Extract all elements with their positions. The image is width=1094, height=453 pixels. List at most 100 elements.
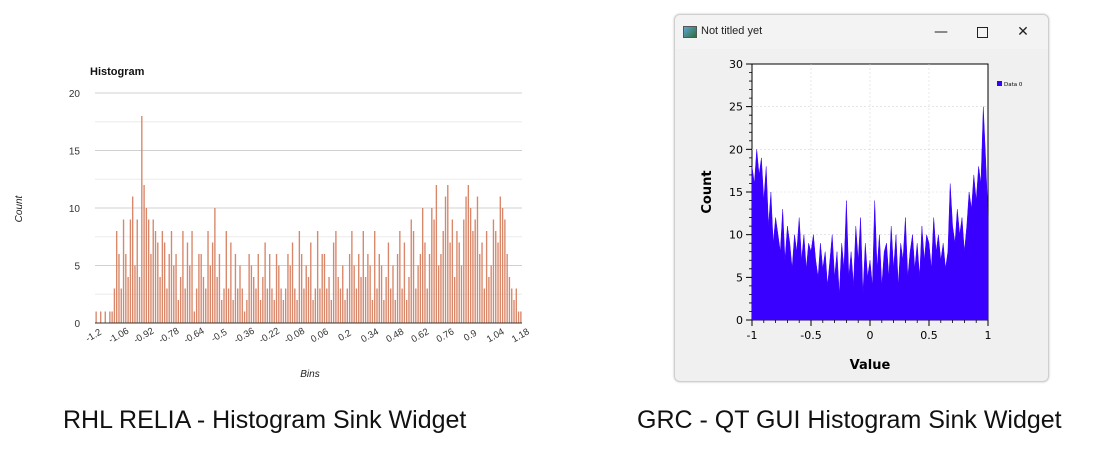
histogram-bar (129, 219, 132, 323)
histogram-bar (314, 288, 317, 323)
histogram-bar (390, 288, 392, 323)
y-tick-label: 0 (736, 314, 743, 327)
histogram-bar (319, 288, 321, 323)
histogram-bar (154, 231, 157, 323)
legend-label: Data 0 (1004, 82, 1023, 88)
x-tick-label: -0.78 (157, 326, 181, 346)
histogram-bar (296, 300, 298, 323)
histogram-bar (161, 231, 164, 323)
histogram-bar (193, 311, 196, 323)
histogram-bar (268, 254, 271, 323)
x-tick-label: -0.92 (132, 326, 156, 346)
histogram-bar (159, 277, 161, 323)
x-tick-label: 0 (867, 329, 874, 342)
histogram-bar (362, 231, 364, 323)
histogram-bar (380, 265, 383, 323)
histogram-bar (428, 254, 431, 323)
x-tick-label: -1.06 (107, 326, 131, 346)
series-area-data-0 (751, 106, 989, 321)
histogram-bar (234, 254, 237, 323)
histogram-bar (447, 185, 449, 323)
histogram-bar (118, 254, 120, 323)
histogram-bar (321, 254, 323, 323)
histogram-bar (433, 219, 435, 323)
histogram-bar (232, 300, 234, 323)
histogram-bar (442, 231, 444, 323)
histogram-bar (237, 288, 239, 323)
histogram-bar (474, 219, 476, 323)
histogram-bar (273, 300, 275, 323)
histogram-bar (501, 208, 504, 323)
histogram-bar (483, 288, 486, 323)
histogram-bar (515, 288, 517, 323)
histogram-bar (166, 288, 168, 323)
histogram-bar (444, 196, 447, 323)
histogram-bar (305, 265, 307, 323)
x-tick-label: -0.08 (283, 326, 307, 346)
histogram-bar (360, 277, 362, 323)
histogram-bar (339, 288, 342, 323)
histogram-bar (424, 242, 426, 323)
histogram-bar (138, 277, 141, 323)
histogram-bar (376, 288, 378, 323)
histogram-bar (116, 231, 118, 323)
close-button[interactable]: ✕ (1003, 20, 1043, 44)
x-tick-label: -0.5 (209, 327, 229, 345)
y-tick-label: 5 (736, 271, 743, 284)
y-tick-label: 5 (74, 262, 80, 273)
legend-swatch (997, 81, 1002, 86)
histogram-bar (415, 288, 417, 323)
histogram-bar (216, 277, 218, 323)
histogram-bar (280, 288, 282, 323)
histogram-bar (177, 300, 180, 323)
histogram-bar (440, 254, 442, 323)
y-tick-label: 25 (729, 101, 743, 114)
y-axis-label: Count (700, 170, 715, 213)
window-titlebar[interactable]: Not titled yet — ✕ (675, 15, 1048, 49)
histogram-bar (326, 288, 328, 323)
histogram-bar (385, 277, 387, 323)
histogram-bar (520, 311, 522, 323)
histogram-bar (460, 265, 463, 323)
histogram-bar (364, 277, 367, 323)
histogram-bar (291, 242, 294, 323)
y-tick-label: 15 (729, 186, 743, 199)
histogram-bar (481, 242, 483, 323)
histogram-bar (168, 254, 170, 323)
histogram-bar (479, 254, 481, 323)
histogram-bar (211, 242, 214, 323)
histogram-bar (513, 300, 515, 323)
y-tick-label: 10 (69, 204, 81, 215)
maximize-button[interactable] (962, 20, 1002, 44)
histogram-bar (182, 231, 184, 323)
histogram-bar (367, 254, 369, 323)
histogram-bar (348, 254, 351, 323)
histogram-bar (239, 265, 241, 323)
histogram-bar (355, 288, 358, 323)
y-tick-label: 15 (69, 147, 81, 158)
minimize-button[interactable]: — (921, 20, 961, 44)
x-tick-label: -0.22 (257, 326, 281, 346)
histogram-bar (227, 288, 230, 323)
histogram-bar (284, 288, 287, 323)
histogram-bar (307, 277, 310, 323)
histogram-bar (200, 254, 202, 323)
histogram-bar (95, 311, 97, 323)
histogram-bar (266, 288, 269, 323)
histogram-bar (179, 277, 182, 323)
histogram-bar (145, 208, 148, 323)
histogram-bar (504, 219, 506, 323)
histogram-bar (369, 265, 371, 323)
histogram-bar (476, 196, 479, 323)
histogram-bar (300, 254, 303, 323)
histogram-bar (394, 300, 396, 323)
minimize-icon: — (934, 24, 948, 40)
histogram-bar (250, 265, 253, 323)
histogram-bar (458, 242, 460, 323)
histogram-bar (131, 196, 134, 323)
histogram-bar (248, 254, 250, 323)
histogram-bar (419, 254, 422, 323)
histogram-bar (264, 242, 266, 323)
histogram-bar (392, 265, 394, 323)
histogram-bar (403, 242, 406, 323)
